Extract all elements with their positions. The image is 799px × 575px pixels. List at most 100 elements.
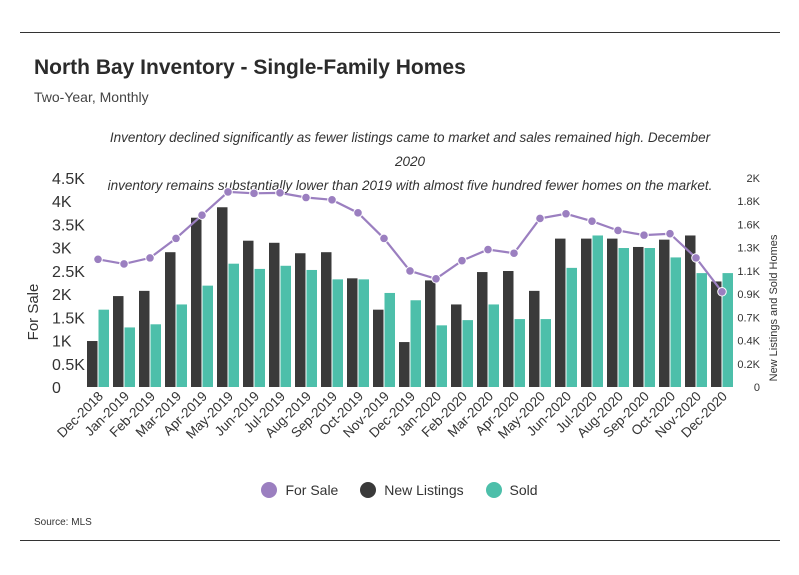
point-for-sale <box>613 225 623 236</box>
bar-sold <box>332 279 343 387</box>
point-for-sale <box>145 253 155 263</box>
point-for-sale <box>509 248 519 259</box>
point-for-sale <box>119 259 129 269</box>
legend-label-sold: Sold <box>509 482 538 498</box>
legend-label-for-sale: For Sale <box>285 482 339 498</box>
bar-new-listings <box>269 242 280 387</box>
point-for-sale <box>275 188 285 198</box>
bar-new-listings <box>113 296 124 387</box>
y-left-axis-label: For Sale <box>25 284 42 341</box>
bar-sold <box>384 292 395 387</box>
legend-label-new-listings: New Listings <box>384 482 464 498</box>
point-for-sale <box>431 273 441 284</box>
y-left-tick-label: 3K <box>52 241 72 258</box>
bar-sold <box>98 309 109 387</box>
top-rule <box>20 32 780 33</box>
bar-sold <box>696 273 707 387</box>
y-left-tick-label: 2.5K <box>52 264 85 281</box>
y-right-tick-label: 0.7K <box>737 312 760 324</box>
legend-item-new-listings: New Listings <box>360 482 464 498</box>
bar-sold <box>592 235 603 387</box>
point-for-sale <box>223 187 233 197</box>
bar-new-listings <box>243 240 254 387</box>
y-right-tick-label: 0.2K <box>737 359 760 371</box>
bar-new-listings <box>503 271 514 387</box>
y-right-tick-label: 1.3K <box>737 243 760 255</box>
chart-annotation: Inventory declined significantly as fewe… <box>100 126 720 198</box>
bar-new-listings <box>529 290 540 387</box>
bar-sold <box>670 257 681 387</box>
bar-sold <box>618 248 629 387</box>
y-left-tick-label: 1K <box>52 334 72 351</box>
point-for-sale <box>379 233 389 244</box>
bar-sold <box>176 304 187 387</box>
bar-new-listings <box>347 278 358 387</box>
point-for-sale <box>483 244 493 255</box>
chart-subtitle: Two-Year, Monthly <box>34 89 149 105</box>
y-left-tick-label: 4K <box>52 194 72 211</box>
annotation-line-1: Inventory declined significantly as fewe… <box>109 130 711 169</box>
bar-sold <box>722 273 733 387</box>
point-for-sale <box>665 228 675 239</box>
legend-item-for-sale: For Sale <box>261 482 338 498</box>
bar-sold <box>462 320 473 387</box>
point-for-sale <box>457 255 467 266</box>
y-left-tick-label: 1.5K <box>52 310 85 327</box>
bottom-rule <box>20 540 780 541</box>
bar-new-listings <box>685 235 696 387</box>
bar-sold <box>436 325 447 387</box>
point-for-sale <box>587 216 597 226</box>
bar-sold <box>358 279 369 387</box>
bar-sold <box>306 269 317 387</box>
y-right-tick-label: 0.9K <box>737 289 760 301</box>
y-left-tick-label: 0 <box>52 380 61 397</box>
y-left-tick-label: 3.5K <box>52 217 85 234</box>
legend-swatch-for-sale <box>261 482 278 498</box>
bar-new-listings <box>581 238 592 387</box>
bar-sold <box>280 265 291 387</box>
bar-sold <box>124 327 135 387</box>
bar-new-listings <box>321 252 332 387</box>
bar-new-listings <box>217 207 228 387</box>
bar-sold <box>228 263 239 387</box>
bar-sold <box>540 319 551 387</box>
bar-new-listings <box>295 253 306 387</box>
point-for-sale <box>405 266 415 276</box>
point-for-sale <box>561 208 571 219</box>
legend: For Sale New Listings Sold <box>0 482 799 501</box>
point-for-sale <box>717 286 727 297</box>
y-left-tick-label: 0.5K <box>52 357 85 374</box>
bar-new-listings <box>399 342 410 387</box>
point-for-sale <box>197 210 207 220</box>
point-for-sale <box>93 254 103 265</box>
bar-new-listings <box>191 217 202 387</box>
bar-sold <box>410 300 421 387</box>
bar-new-listings <box>607 238 618 387</box>
y-left-tick-label: 2K <box>52 287 72 304</box>
y-right-tick-label: 1.6K <box>737 219 760 231</box>
point-for-sale <box>353 208 363 218</box>
bar-new-listings <box>711 281 722 387</box>
point-for-sale <box>249 188 259 199</box>
source-note: Source: MLS <box>34 517 92 528</box>
point-for-sale <box>639 230 649 240</box>
bar-sold <box>566 267 577 387</box>
bar-new-listings <box>373 309 384 387</box>
bar-new-listings <box>165 252 176 387</box>
bar-new-listings <box>139 290 150 387</box>
point-for-sale <box>171 233 181 244</box>
bar-new-listings <box>477 272 488 387</box>
point-for-sale <box>535 213 545 224</box>
bar-sold <box>202 285 213 387</box>
bar-new-listings <box>633 246 644 387</box>
annotation-line-2: inventory remains substantially lower th… <box>107 178 713 193</box>
legend-swatch-new-listings <box>360 482 377 498</box>
bar-new-listings <box>659 239 670 387</box>
legend-item-sold: Sold <box>485 482 538 498</box>
bar-sold <box>644 248 655 387</box>
bar-sold <box>488 304 499 387</box>
bar-new-listings <box>425 280 436 387</box>
y-right-tick-label: 0 <box>754 382 760 394</box>
bar-new-listings <box>555 238 566 387</box>
